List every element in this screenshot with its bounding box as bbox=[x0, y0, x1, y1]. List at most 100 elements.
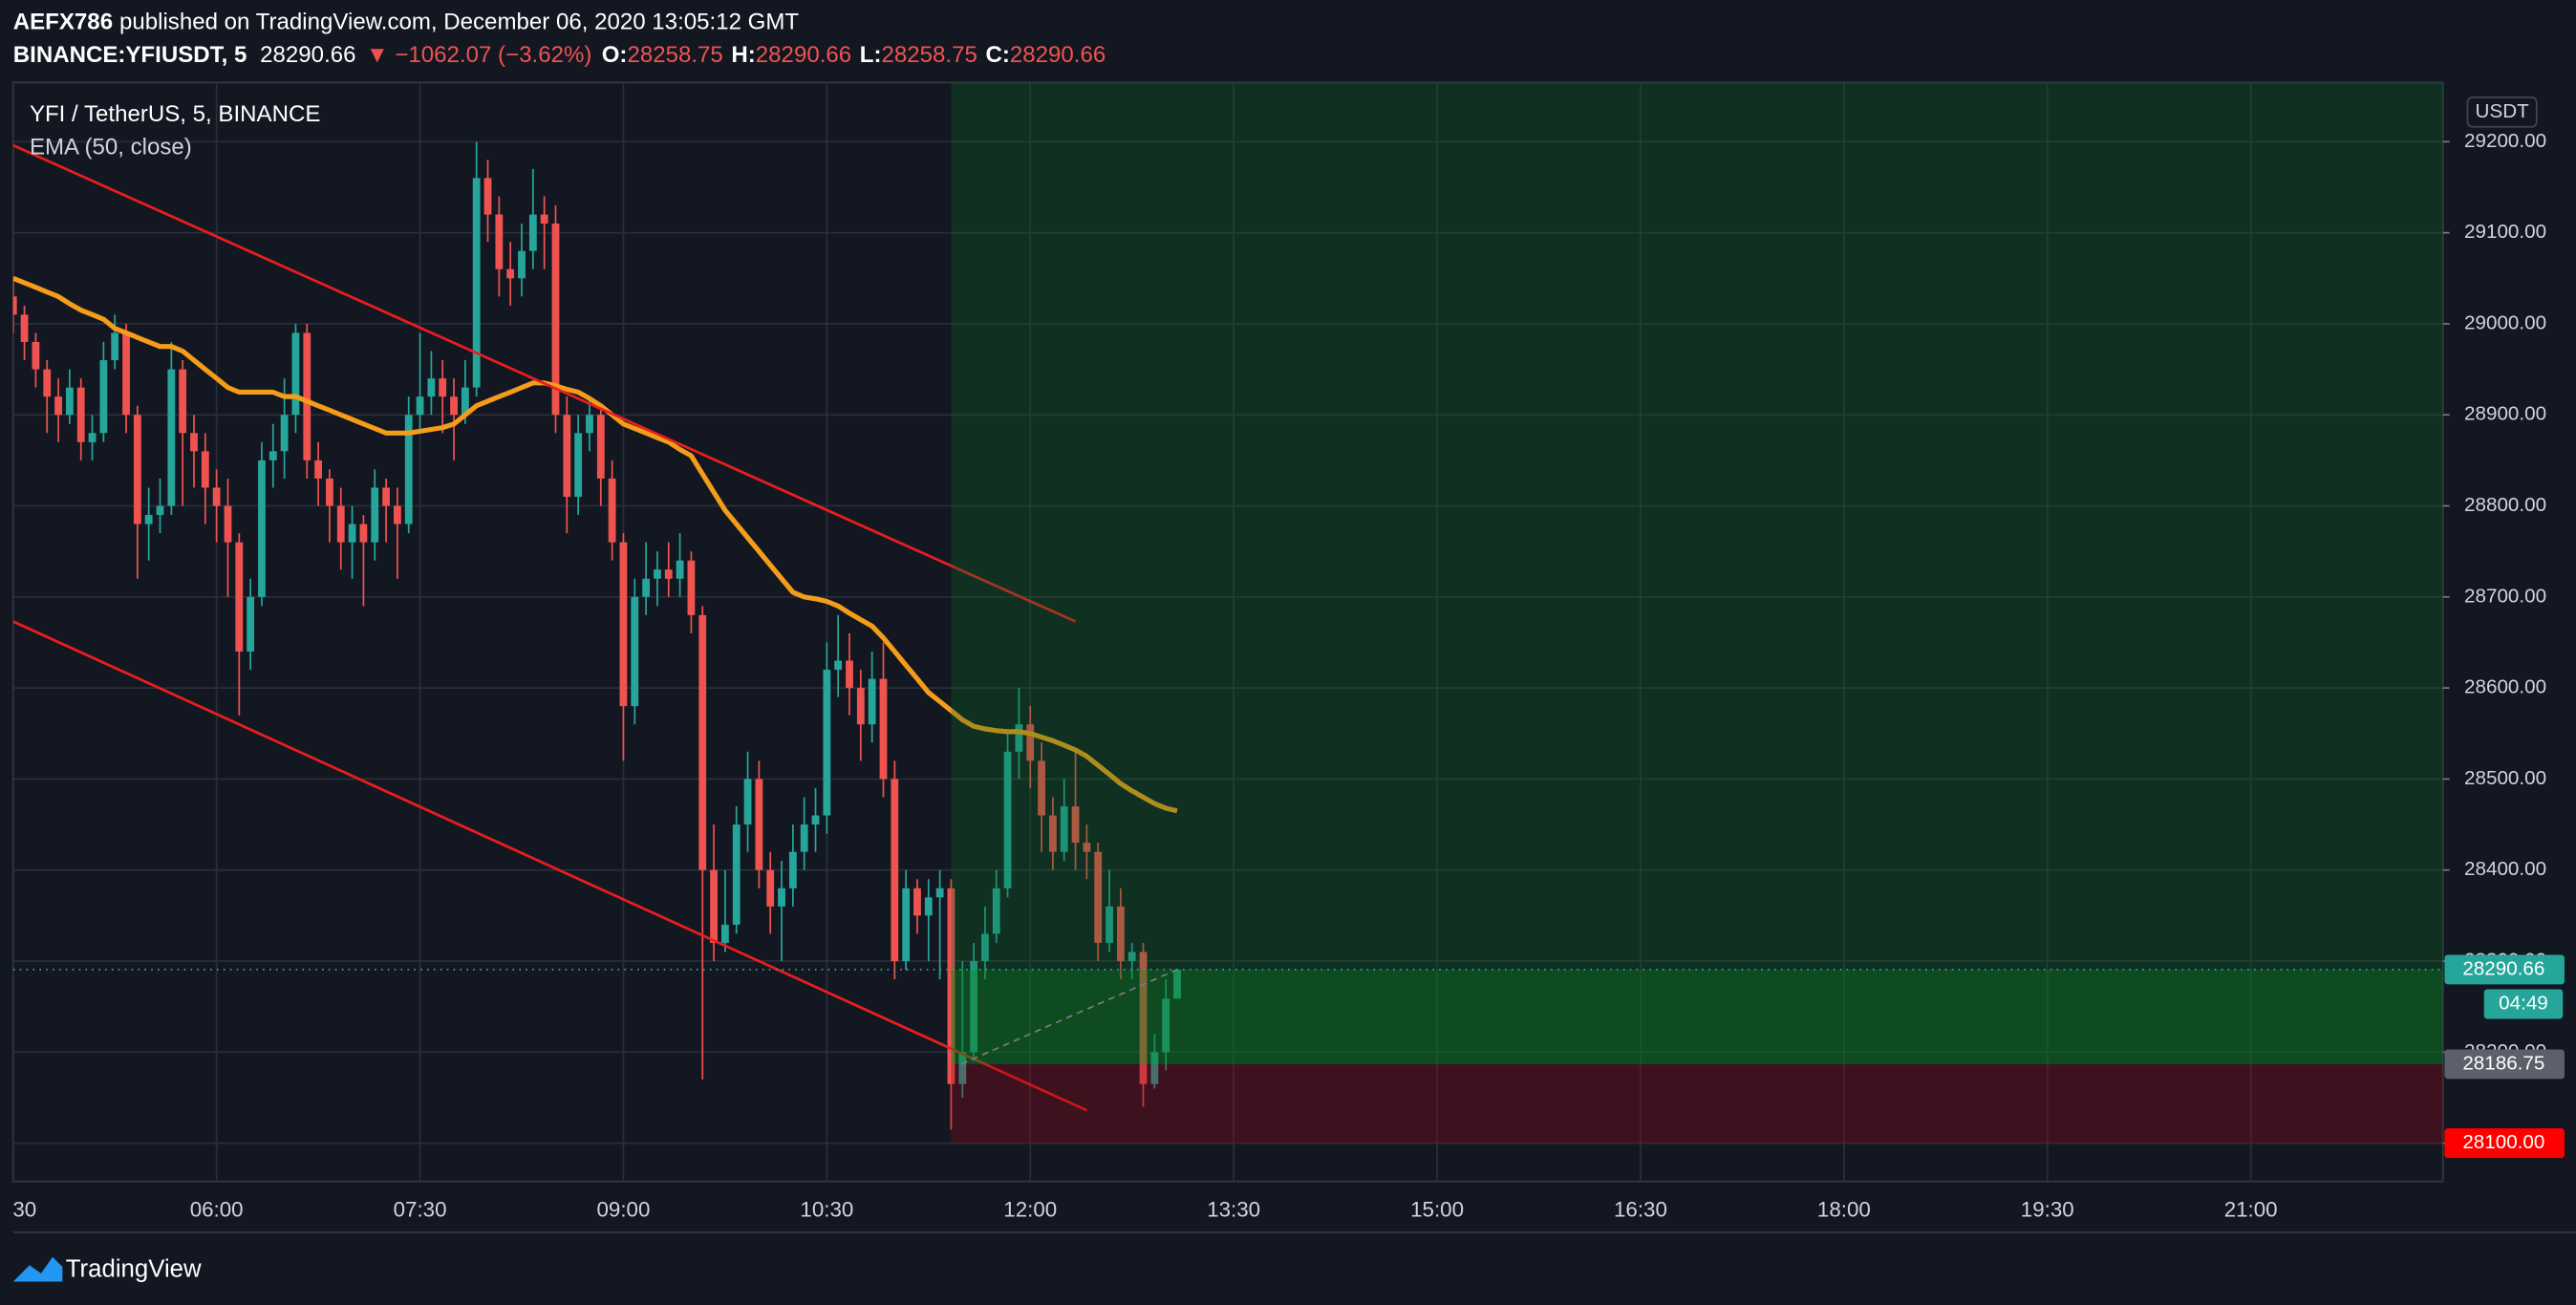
candle-body bbox=[235, 542, 244, 652]
candle-body bbox=[563, 415, 571, 497]
candle-body bbox=[54, 396, 62, 416]
last-price-label-box bbox=[2444, 954, 2565, 985]
y-tick-label: 28800.00 bbox=[2464, 494, 2546, 516]
candle-body bbox=[111, 332, 119, 361]
y-tick-label: 29000.00 bbox=[2464, 311, 2546, 333]
candle-body bbox=[1173, 969, 1181, 999]
x-tick-label: 06:00 bbox=[190, 1197, 244, 1221]
countdown: 04:49 bbox=[2499, 992, 2548, 1014]
candle-body bbox=[359, 524, 368, 543]
candle-body bbox=[981, 933, 989, 962]
h-label: H: bbox=[731, 42, 755, 68]
candle-body bbox=[12, 296, 17, 315]
candle-body bbox=[303, 332, 311, 460]
candle-body bbox=[122, 332, 130, 416]
candle-body bbox=[1038, 760, 1045, 816]
y-tick-label: 28500.00 bbox=[2464, 767, 2546, 789]
candle-body bbox=[483, 178, 492, 215]
candle-body bbox=[710, 869, 718, 943]
candle-body bbox=[676, 560, 684, 579]
x-tick-label: 09:00 bbox=[596, 1197, 650, 1221]
candle-body bbox=[43, 369, 52, 397]
candle-body bbox=[404, 415, 413, 524]
publish-line: AEFX786 published on TradingView.com, Dec… bbox=[13, 10, 800, 35]
profit-zone bbox=[951, 82, 2443, 1064]
candle-body bbox=[868, 678, 876, 725]
candle-body bbox=[506, 268, 515, 279]
logo bbox=[12, 1256, 63, 1282]
x-tick-label: 18:00 bbox=[1817, 1197, 1871, 1221]
candle-body bbox=[924, 897, 933, 916]
candle-body bbox=[291, 332, 300, 416]
chart-layer: 30 06:00 07:30 09:00 10:30 12:00 13:30 15:00 16:… bbox=[12, 82, 2565, 1221]
candle-body bbox=[1162, 998, 1170, 1053]
candle-body bbox=[371, 487, 379, 543]
candle-body bbox=[99, 360, 108, 434]
candle-body bbox=[800, 824, 808, 852]
x-tick-label: 13:30 bbox=[1207, 1197, 1260, 1221]
candle-body bbox=[1015, 724, 1023, 752]
candle-body bbox=[879, 678, 888, 780]
candle-body bbox=[1026, 724, 1035, 761]
candle-body bbox=[76, 387, 85, 442]
candle-body bbox=[247, 596, 255, 652]
candle-body bbox=[439, 378, 447, 397]
candle-body bbox=[1003, 751, 1012, 888]
candle-body bbox=[743, 779, 752, 825]
trendline bbox=[12, 143, 1077, 623]
candle-body bbox=[461, 387, 469, 416]
candle-body bbox=[212, 487, 221, 506]
l-label: L: bbox=[860, 42, 882, 68]
candle-body bbox=[732, 824, 741, 925]
entry-label: 28186.75 bbox=[2462, 1052, 2544, 1074]
candle-body bbox=[1139, 952, 1148, 1084]
candle-body bbox=[778, 888, 785, 907]
plot-area bbox=[12, 82, 2443, 1182]
candle-body bbox=[450, 396, 458, 416]
candle-body bbox=[336, 505, 345, 543]
candle-body bbox=[631, 596, 639, 707]
candle-body bbox=[348, 524, 356, 543]
candle-body bbox=[156, 505, 164, 516]
candle-body bbox=[902, 888, 911, 962]
last: 28290.66 bbox=[260, 42, 355, 68]
stop-label: 28100.00 bbox=[2462, 1131, 2544, 1153]
y-tick-label: 29200.00 bbox=[2464, 130, 2546, 152]
candle-body bbox=[540, 214, 548, 225]
x-tick-label: 21:00 bbox=[2224, 1197, 2278, 1221]
indicator-name: EMA (50, close) bbox=[30, 135, 192, 160]
last-price-label: 28290.66 bbox=[2462, 957, 2544, 979]
x-tick-label: 19:30 bbox=[2021, 1197, 2074, 1221]
y-tick-label: 28600.00 bbox=[2464, 676, 2546, 698]
candle-body bbox=[144, 515, 153, 524]
candle-body bbox=[788, 851, 797, 888]
logo-icon bbox=[12, 1256, 63, 1282]
stop-zone bbox=[951, 1063, 2443, 1144]
candle-body bbox=[1083, 843, 1091, 852]
candle-body bbox=[133, 415, 141, 524]
candle-body bbox=[393, 505, 401, 524]
o-label: O: bbox=[602, 42, 628, 68]
candle-body bbox=[755, 779, 763, 870]
candle-body bbox=[32, 341, 40, 370]
candle-body bbox=[326, 478, 333, 506]
candle-body bbox=[687, 560, 696, 615]
candle-body bbox=[642, 578, 651, 597]
candle-body bbox=[528, 214, 537, 251]
candle-body bbox=[472, 178, 481, 388]
candle-body bbox=[654, 569, 661, 579]
candle-body bbox=[992, 888, 1000, 934]
chart-title: YFI / TetherUS, 5, BINANCE bbox=[30, 101, 320, 127]
x-tick-label: 15:00 bbox=[1410, 1197, 1464, 1221]
candle-body bbox=[88, 433, 97, 442]
candle-body bbox=[913, 888, 921, 916]
candle-body bbox=[721, 924, 729, 943]
x-tick-label: 30 bbox=[12, 1197, 36, 1221]
x-tick-label: 10:30 bbox=[800, 1197, 853, 1221]
candle-body bbox=[382, 487, 390, 506]
h: 28290.66 bbox=[756, 42, 851, 68]
quote-line: BINANCE:YFIUSDT, 5 28290.66 ▼ −1062.07 (−3… bbox=[13, 42, 1106, 68]
currency-box bbox=[2466, 96, 2538, 128]
candle-body bbox=[314, 460, 323, 479]
